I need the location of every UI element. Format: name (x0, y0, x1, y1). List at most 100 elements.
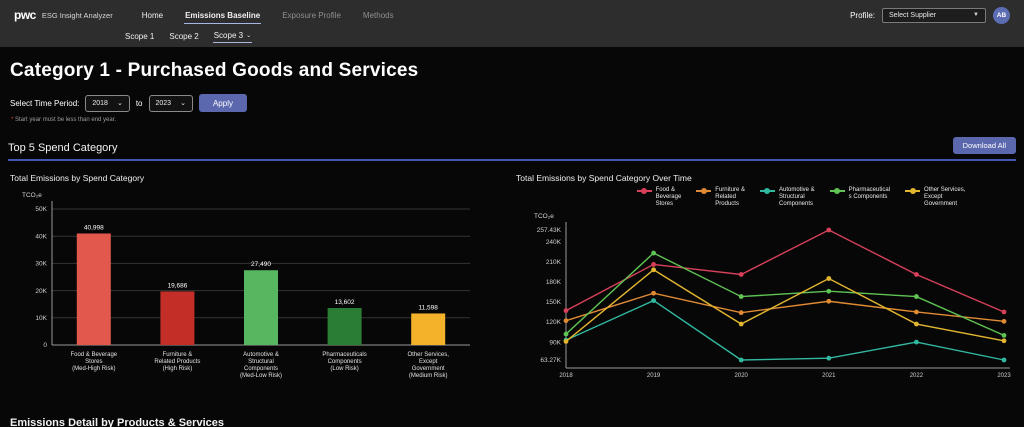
line-chart: TCO₂e 257.43K 240K 210K 180K 150K 120K 90K 63.27… (534, 213, 1011, 379)
bar-y-tick: 30K (35, 261, 47, 268)
line-chart-legend: Food & Beverage Stores Furniture & Related Pr… (586, 187, 1016, 208)
data-point[interactable] (563, 331, 569, 337)
bar-0[interactable] (76, 233, 111, 345)
data-point[interactable] (738, 271, 744, 277)
bar-4[interactable] (411, 313, 446, 345)
data-point[interactable] (1001, 309, 1007, 315)
legend-item-2[interactable]: Automotive & Structural Components (759, 187, 815, 208)
bar-x-label: (Med-Low Risk) (240, 373, 282, 379)
data-point[interactable] (738, 357, 744, 363)
data-point[interactable] (651, 261, 656, 267)
nav-methods[interactable]: Methods (362, 10, 394, 20)
legend-label: Furniture & Related Products (715, 187, 745, 207)
line-x-tick: 2020 (735, 373, 749, 379)
bar-x-label: Components (244, 366, 278, 372)
avatar[interactable]: AB (993, 6, 1010, 24)
validation-hint: * Start year must be less than end year. (11, 117, 117, 123)
chevron-down-icon: ⌄ (246, 33, 252, 39)
line-series-0 (565, 228, 1005, 313)
pwc-logo: pwc (14, 8, 36, 22)
data-point[interactable] (651, 290, 656, 296)
bar-chart: TCO₂e 50K 40K 30K 20K 10K 0 40,998 Food & Bevera… (22, 192, 470, 379)
bar-2[interactable] (244, 270, 278, 345)
profile-select[interactable]: Select Supplier ▼ (882, 7, 986, 23)
data-point[interactable] (914, 339, 919, 345)
line-y-tick: 240K (546, 239, 562, 246)
data-point[interactable] (914, 293, 919, 299)
data-point[interactable] (826, 298, 832, 304)
line-series-1 (565, 292, 1005, 322)
bar-value-label: 11,598 (418, 304, 438, 311)
start-year-select[interactable]: 2018 ⌄ (85, 94, 130, 112)
profile-select-value: Select Supplier (889, 11, 937, 19)
bar-x-label: Pharmaceuticals (322, 352, 366, 358)
chevron-down-icon: ⌄ (116, 100, 123, 107)
start-year-value: 2018 (92, 99, 108, 107)
nav-emissions-baseline[interactable]: Emissions Baseline (184, 7, 262, 24)
apply-button[interactable]: Apply (198, 94, 247, 112)
data-point[interactable] (651, 297, 656, 303)
bar-x-label: (Low Risk) (330, 366, 358, 372)
bar-value-label: 27,490 (251, 261, 271, 268)
app-title: ESG Insight Analyzer (41, 10, 113, 20)
line-y-tick: 180K (546, 279, 562, 286)
top-app-bar: pwc ESG Insight Analyzer Home Emissions … (0, 0, 1024, 47)
data-point[interactable] (826, 275, 832, 281)
data-point[interactable] (563, 307, 569, 313)
nav-home[interactable]: Home (141, 10, 164, 20)
bar-x-label: Other Services, (408, 352, 450, 358)
nav-exposure-profile[interactable]: Exposure Profile (282, 10, 341, 20)
legend-label: Food & Beverage Stores (655, 187, 682, 207)
line-x-tick: 2019 (647, 373, 661, 379)
data-point[interactable] (914, 321, 919, 327)
data-point[interactable] (826, 288, 832, 294)
data-point[interactable] (738, 321, 744, 327)
download-all-button[interactable]: Download All (952, 137, 1016, 154)
data-point[interactable] (563, 317, 569, 323)
end-year-select[interactable]: 2023 ⌄ (148, 94, 193, 112)
legend-marker-icon (829, 188, 845, 194)
data-point[interactable] (738, 293, 744, 299)
legend-item-4[interactable]: Other Services, Except Government (905, 187, 965, 208)
subnav-scope-1[interactable]: Scope 1 (125, 31, 155, 41)
data-point[interactable] (651, 250, 656, 256)
data-point[interactable] (1001, 318, 1007, 324)
bar-chart-panel: Total Emissions by Spend Category TCO₂e 5… (10, 167, 480, 403)
legend-label: Other Services, Except Government (924, 187, 966, 207)
bar-x-label: Furniture & (163, 352, 193, 358)
line-y-tick: 90K (549, 339, 561, 346)
data-point[interactable] (914, 309, 919, 315)
bar-x-label: Structural (248, 359, 274, 365)
bar-x-label: Related Products (154, 359, 200, 365)
line-x-tick: 2021 (822, 373, 836, 379)
svg-text:TCO₂e: TCO₂e (22, 192, 42, 199)
data-point[interactable] (1001, 332, 1007, 338)
legend-label: Automotive & Structural Components (778, 187, 815, 207)
legend-marker-icon (759, 188, 775, 194)
data-point[interactable] (914, 271, 919, 277)
subnav-scope-2[interactable]: Scope 2 (169, 31, 199, 41)
data-point[interactable] (826, 355, 832, 361)
line-series-4 (565, 268, 1005, 342)
bar-value-label: 19,686 (167, 282, 187, 289)
bar-3[interactable] (327, 308, 362, 345)
line-series-3 (565, 251, 1005, 336)
bar-1[interactable] (160, 291, 195, 345)
data-point[interactable] (738, 309, 744, 315)
data-point[interactable] (563, 338, 569, 344)
data-point[interactable] (826, 227, 832, 233)
line-y-tick: 210K (546, 259, 562, 266)
time-period-label: Select Time Period: (10, 98, 80, 108)
legend-item-3[interactable]: Pharmaceutical s Components (829, 187, 891, 208)
legend-item-0[interactable]: Food & Beverage Stores (636, 187, 682, 208)
bar-y-tick: 50K (35, 206, 47, 213)
data-point[interactable] (651, 267, 656, 272)
legend-item-1[interactable]: Furniture & Related Products (696, 187, 745, 208)
data-point[interactable] (1001, 338, 1007, 343)
legend-label: Pharmaceutical s Components (848, 187, 891, 200)
subnav-scope-3[interactable]: Scope 3 ⌄ (212, 28, 253, 43)
legend-marker-icon (696, 188, 712, 194)
bar-x-label: Food & Beverage (70, 352, 117, 358)
svg-text:TCO₂e: TCO₂e (534, 213, 554, 220)
data-point[interactable] (1001, 357, 1007, 363)
